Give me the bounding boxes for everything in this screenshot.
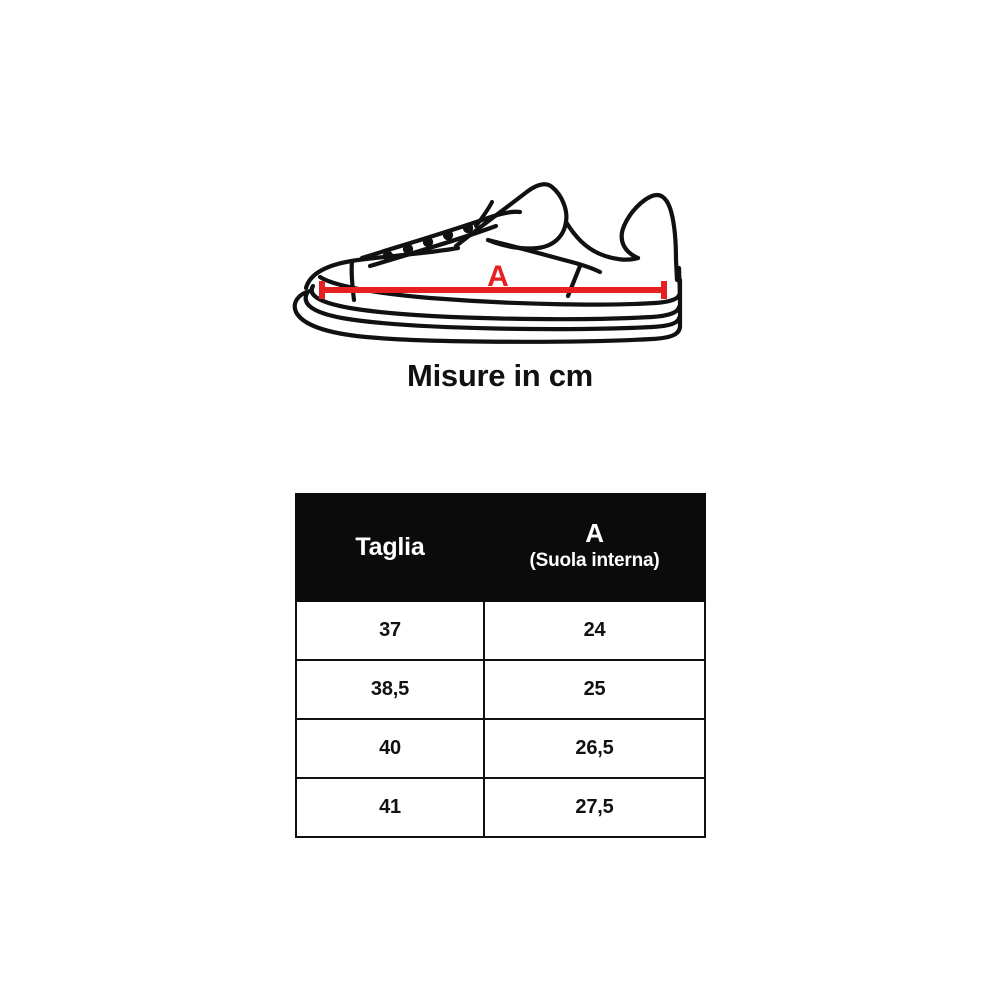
- measure-unit-caption: Misure in cm: [407, 358, 593, 393]
- table-row: 38,5 25: [295, 659, 706, 720]
- column-header-taglia-label: Taglia: [355, 533, 425, 562]
- cell-taglia: 40: [295, 718, 485, 779]
- lace-eyelets: [382, 222, 474, 262]
- measure-label-a: A: [487, 260, 509, 293]
- table-row: 37 24: [295, 600, 706, 661]
- cell-a: 27,5: [483, 777, 706, 838]
- table-row: 40 26,5: [295, 718, 706, 779]
- shoe-diagram: A: [280, 160, 710, 350]
- cell-a: 25: [483, 659, 706, 720]
- measure-line-a: [319, 281, 667, 299]
- cell-taglia: 38,5: [295, 659, 485, 720]
- cell-a: 24: [483, 600, 706, 661]
- size-table: Taglia A (Suola interna) 37 24 38,5 25 4…: [295, 493, 706, 838]
- cell-a: 26,5: [483, 718, 706, 779]
- column-header-a-sublabel: (Suola interna): [529, 549, 660, 571]
- cell-taglia: 41: [295, 777, 485, 838]
- table-row: 41 27,5: [295, 777, 706, 838]
- cell-taglia: 37: [295, 600, 485, 661]
- column-header-a: A (Suola interna): [483, 493, 706, 602]
- column-header-a-label: A: [585, 517, 604, 548]
- table-header-row: Taglia A (Suola interna): [295, 493, 706, 602]
- column-header-taglia: Taglia: [295, 493, 485, 602]
